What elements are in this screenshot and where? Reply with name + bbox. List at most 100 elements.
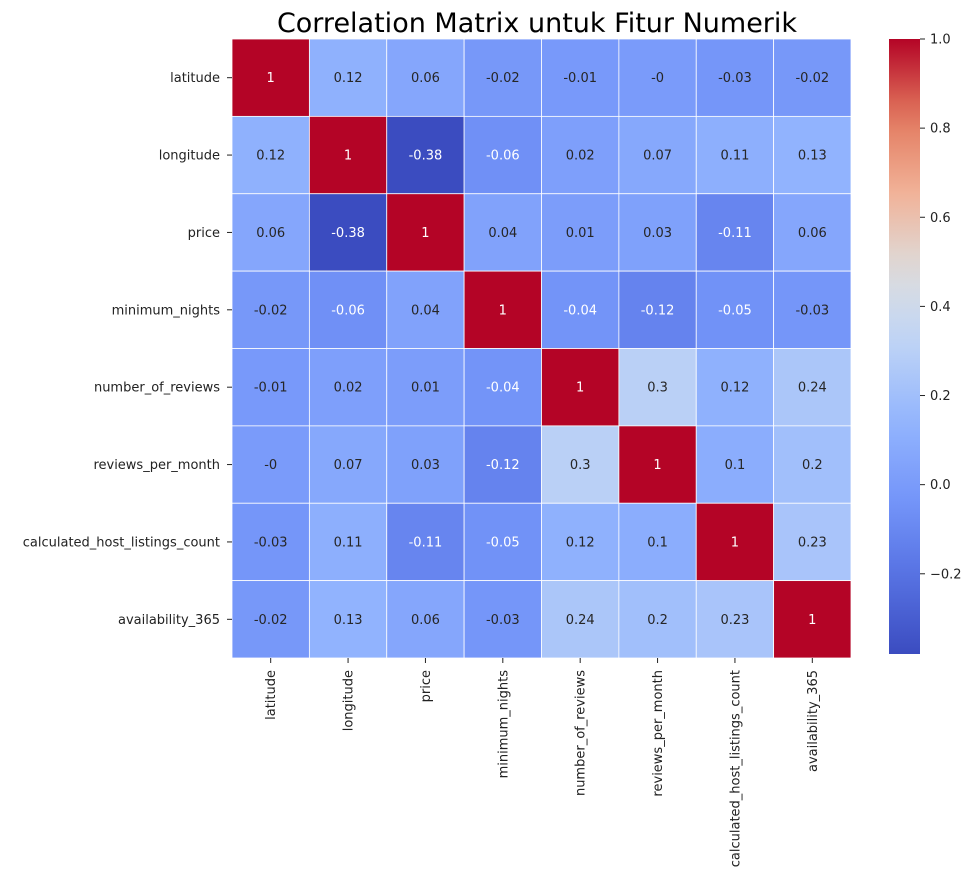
cell-value-label: 0.13: [334, 613, 363, 628]
heatmap-cell: [618, 502, 697, 582]
colorbar-tick-labels: 1.0 0.8 0.6 0.4 0.2 0.0 −0.2: [920, 33, 962, 582]
colorbar-tick-label: 1.0: [930, 33, 951, 48]
cell-value-label: -0.03: [486, 613, 520, 628]
heatmap-cell: [463, 270, 542, 349]
cell-value-label: -0.03: [718, 71, 752, 86]
cell-value-label: 0.24: [566, 613, 595, 628]
cell-value-label: 0.06: [411, 71, 440, 86]
heatmap-cell: [773, 425, 852, 504]
heatmap-cell: [695, 270, 775, 349]
y-axis-tick-label: reviews_per_month: [93, 458, 220, 473]
heatmap-cell: [308, 115, 388, 195]
cell-value-label: -0.03: [795, 303, 829, 318]
cell-value-label: 1: [653, 458, 661, 473]
cell-value-label: -0.12: [641, 303, 675, 318]
cell-value-label: 0.07: [643, 149, 672, 164]
heatmap-cell: [463, 193, 542, 272]
cell-value-label: -0.12: [486, 458, 520, 473]
cell-value-label: 1: [731, 535, 739, 550]
chart-title: Correlation Matrix untuk Fitur Numerik: [277, 8, 797, 39]
heatmap-cell: [463, 115, 542, 195]
colorbar-tick-label: 0.2: [930, 389, 951, 404]
heatmap-cell: [541, 38, 620, 117]
cell-value-label: 0.1: [725, 458, 746, 473]
heatmap-cell: [231, 502, 310, 582]
heatmap-cell: [308, 502, 388, 582]
heatmap-cell: [386, 270, 465, 349]
cell-value-label: -0: [651, 71, 664, 86]
cell-value-label: 0.12: [256, 149, 285, 164]
y-axis-tick-label: minimum_nights: [112, 303, 221, 318]
y-axis-tick-label: latitude: [170, 71, 220, 86]
cell-value-label: -0.04: [563, 303, 597, 318]
cell-value-label: 0.23: [798, 535, 827, 550]
cell-value-label: 0.3: [647, 381, 668, 396]
heatmap-cell: [618, 115, 697, 195]
colorbar-tick-label: 0.4: [930, 300, 951, 315]
heatmap-cell: [541, 193, 620, 272]
heatmap-cell: [463, 348, 542, 427]
cell-value-label: 0.12: [720, 381, 749, 396]
heatmap-cell: [231, 38, 310, 117]
cell-value-label: -0.38: [409, 149, 443, 164]
heatmap-cell: [463, 38, 542, 117]
heatmap-cell: [386, 348, 465, 427]
heatmap-cell: [773, 38, 852, 117]
heatmap-cell: [308, 38, 388, 117]
heatmap-cell: [541, 348, 620, 427]
heatmap-cell: [773, 580, 852, 659]
x-axis-tick-label: minimum_nights: [496, 670, 511, 779]
heatmap-cell: [308, 425, 388, 504]
heatmap-cell: [618, 348, 697, 427]
cell-value-label: -0.11: [718, 226, 752, 241]
heatmap-cell: [386, 580, 465, 659]
cell-value-label: 0.1: [647, 535, 668, 550]
cell-value-label: 0.23: [720, 613, 749, 628]
cell-value-label: 0.03: [411, 458, 440, 473]
heatmap-cell: [541, 425, 620, 504]
cell-value-label: -0.03: [254, 535, 288, 550]
cell-value-label: -0.06: [486, 149, 520, 164]
cell-value-label: 1: [344, 149, 352, 164]
cell-value-label: -0.02: [486, 71, 520, 86]
cell-value-label: 0.11: [334, 535, 363, 550]
heatmap-cell: [618, 38, 697, 117]
cell-value-label: -0.02: [254, 613, 288, 628]
heatmap-cell: [386, 193, 465, 272]
y-axis-tick-label: availability_365: [118, 613, 220, 628]
heatmap-cells: [231, 38, 852, 659]
heatmap-cell: [541, 502, 620, 582]
x-axis-tick-label: latitude: [264, 670, 279, 720]
cell-value-label: 0.13: [798, 149, 827, 164]
cell-value-label: -0.04: [486, 381, 520, 396]
cell-value-label: -0.38: [331, 226, 365, 241]
colorbar-tick-label: 0.0: [930, 478, 951, 493]
colorbar-tick-label: 0.6: [930, 211, 951, 226]
y-axis-tick-label: number_of_reviews: [94, 381, 220, 396]
cell-value-label: 0.12: [334, 71, 363, 86]
cell-value-label: 0.2: [802, 458, 823, 473]
cell-value-label: 0.11: [720, 149, 749, 164]
cell-value-label: 0.06: [411, 613, 440, 628]
cell-value-label: 1: [267, 71, 275, 86]
colorbar-tick-label: −0.2: [930, 567, 962, 582]
cell-value-label: 0.06: [256, 226, 285, 241]
colorbar: [889, 39, 920, 654]
x-axis-tick-label: calculated_host_listings_count: [728, 670, 743, 867]
cell-value-label: -0.06: [331, 303, 365, 318]
cell-value-label: -0.05: [486, 535, 520, 550]
heatmap-cell-labels: 1 0.12 0.06 -0.02 -0.01 -0 -0.03 -0.02 0.12 1 -0.3…: [254, 71, 829, 628]
cell-value-label: 0.24: [798, 381, 827, 396]
cell-value-label: 0.07: [334, 458, 363, 473]
heatmap-cell: [773, 193, 852, 272]
cell-value-label: -0.01: [563, 71, 597, 86]
cell-value-label: -0.01: [254, 381, 288, 396]
cell-value-label: 0.3: [570, 458, 591, 473]
heatmap-cell: [541, 115, 620, 195]
cell-value-label: 1: [421, 226, 429, 241]
heatmap-cell: [695, 193, 775, 272]
cell-value-label: 0.03: [643, 226, 672, 241]
y-axis-tick-labels: latitude longitude price minimum_nightsnumb…: [23, 71, 232, 628]
cell-value-label: 1: [499, 303, 507, 318]
heatmap-cell: [308, 193, 388, 272]
